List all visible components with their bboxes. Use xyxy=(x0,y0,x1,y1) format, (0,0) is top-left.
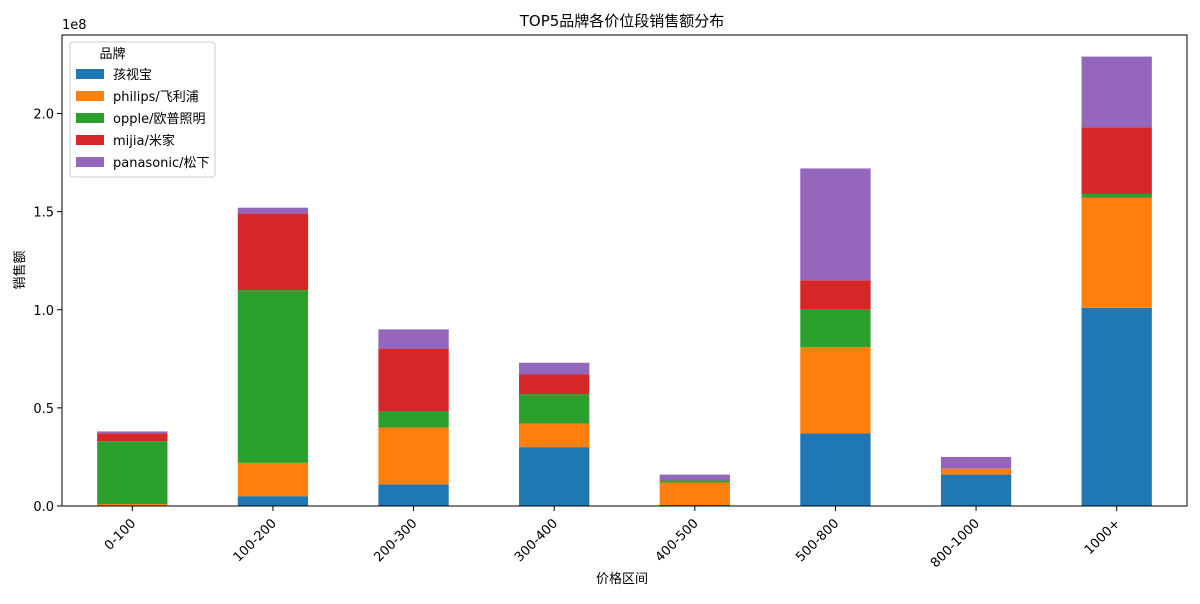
bar-segment xyxy=(378,349,449,412)
legend-swatch xyxy=(76,113,104,123)
bar-segment xyxy=(378,411,449,428)
bar-segment xyxy=(659,474,730,481)
bar-segment xyxy=(519,423,590,448)
x-tick-label: 0-100 xyxy=(102,516,139,553)
bar-segment xyxy=(659,482,730,506)
bar-segment xyxy=(1081,127,1152,194)
x-tick-label: 100-200 xyxy=(231,516,280,565)
legend-box xyxy=(69,41,216,178)
y-tick-label: 2.0 xyxy=(33,108,54,123)
bar-segment xyxy=(519,394,590,424)
bar-segment xyxy=(940,468,1012,475)
legend-swatch xyxy=(76,135,104,145)
x-tick-label: 500-800 xyxy=(793,516,842,565)
x-axis-label: 价格区间 xyxy=(596,571,648,587)
bar-segment xyxy=(237,462,309,497)
bar-segment xyxy=(519,447,590,506)
bar-segment xyxy=(800,433,871,506)
legend-item-label: opple/欧普照明 xyxy=(113,112,205,127)
bar-segment xyxy=(97,431,168,434)
bar-segment xyxy=(1081,56,1152,128)
bar-segment xyxy=(237,213,309,291)
bar-segment xyxy=(800,347,871,434)
legend-swatch xyxy=(76,91,104,101)
plot-area: 0.0 0.5 1.0 1.5 2.0 0-100 100-200 200-300 300-40… xyxy=(33,34,1188,571)
legend-swatch xyxy=(76,157,104,167)
chart-title: TOP5品牌各价位段销售额分布 xyxy=(519,12,725,30)
bar-segment xyxy=(97,441,168,505)
legend-item-label: philips/飞利浦 xyxy=(113,90,199,105)
bar-segment xyxy=(800,168,871,281)
bar-segment xyxy=(1081,193,1152,198)
bar-segment xyxy=(97,504,168,506)
legend-swatch xyxy=(76,69,104,79)
bar-segment xyxy=(940,474,1012,506)
x-tick-label: 400-500 xyxy=(653,516,702,565)
bar-segment xyxy=(940,456,1012,469)
y-tick-label: 0.0 xyxy=(33,500,54,515)
bar-segment xyxy=(378,484,449,506)
plot-frame xyxy=(61,34,1188,507)
x-tick-label: 300-400 xyxy=(512,516,561,565)
bar-segment xyxy=(800,280,871,310)
bar-segment xyxy=(378,427,449,485)
bar-segment xyxy=(519,362,590,375)
y-tick-label: 0.5 xyxy=(33,402,54,417)
bar-segment xyxy=(659,480,730,483)
legend-item-label: 孩视宝 xyxy=(113,68,152,83)
y-axis-label: 销售额 xyxy=(12,250,28,289)
bar-segment xyxy=(237,496,309,506)
bar-segment xyxy=(519,374,590,395)
x-tick-label: 200-300 xyxy=(371,516,420,565)
legend-title: 品牌 xyxy=(99,46,125,62)
bar-segment xyxy=(1081,197,1152,308)
bar-segment xyxy=(97,433,168,442)
y-tick-label: 1.5 xyxy=(33,206,54,221)
bar-segment xyxy=(237,290,309,463)
x-tick-label: 800-1000 xyxy=(928,516,983,571)
legend-item-label: panasonic/松下 xyxy=(113,156,210,171)
legend-item-label: mijia/米家 xyxy=(113,133,175,149)
bar-segment xyxy=(237,207,309,214)
y-tick-label: 1.0 xyxy=(33,304,54,319)
y-axis-scale-label: 1e8 xyxy=(62,18,87,33)
x-tick-label: 1000+ xyxy=(1082,516,1124,558)
bar-segment xyxy=(378,329,449,349)
bar-segment xyxy=(1081,307,1152,506)
bar-segment xyxy=(800,309,871,348)
